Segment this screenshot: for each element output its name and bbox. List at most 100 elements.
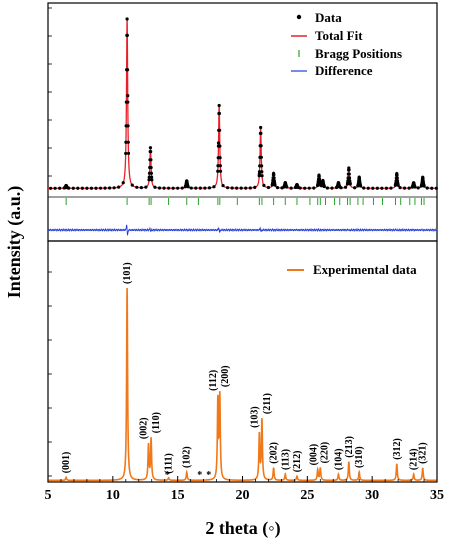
data-point bbox=[259, 131, 263, 135]
data-point bbox=[157, 186, 162, 190]
data-point bbox=[259, 125, 263, 130]
data-point bbox=[216, 164, 220, 168]
peak-label: (112) bbox=[208, 370, 219, 391]
x-tick-label: 10 bbox=[106, 488, 120, 503]
data-point bbox=[218, 164, 222, 168]
data-point bbox=[203, 186, 207, 190]
peak-label: (312) bbox=[392, 438, 403, 460]
data-point bbox=[216, 141, 221, 145]
peak-label: (321) bbox=[418, 442, 429, 464]
data-point bbox=[149, 149, 153, 154]
data-point bbox=[285, 185, 289, 189]
data-point bbox=[148, 146, 153, 150]
panel-frames bbox=[47, 2, 438, 483]
data-point bbox=[112, 186, 116, 190]
data-point bbox=[434, 186, 438, 190]
peak-label: (001) bbox=[61, 452, 72, 474]
data-point bbox=[125, 68, 130, 72]
data-point bbox=[71, 186, 75, 190]
data-point bbox=[85, 186, 89, 190]
legend-experimental-label: Experimental data bbox=[313, 262, 417, 277]
x-tick-label: 25 bbox=[300, 488, 314, 503]
data-point bbox=[218, 156, 222, 160]
peak-label: (110) bbox=[151, 412, 162, 433]
data-point bbox=[325, 186, 330, 190]
data-point bbox=[273, 183, 277, 187]
data-point bbox=[147, 178, 151, 182]
data-point bbox=[125, 33, 129, 37]
data-point bbox=[176, 186, 180, 190]
data-point bbox=[416, 186, 420, 190]
x-tick-label: 35 bbox=[430, 488, 444, 503]
data-point bbox=[248, 186, 252, 190]
data-point bbox=[221, 183, 225, 188]
peak-label: (004) bbox=[309, 444, 320, 466]
data-point bbox=[239, 186, 243, 190]
data-point bbox=[117, 185, 121, 189]
difference-line bbox=[47, 224, 438, 236]
data-point bbox=[402, 186, 407, 190]
x-tick-label: 20 bbox=[236, 488, 250, 503]
peak-label: (113) bbox=[280, 449, 291, 470]
peak-label: (111) bbox=[164, 453, 175, 474]
peak-label: (213) bbox=[344, 436, 355, 458]
x-tick-label: 5 bbox=[45, 488, 52, 503]
data-point bbox=[58, 186, 62, 190]
data-point bbox=[76, 186, 80, 190]
data-point bbox=[198, 186, 202, 190]
data-point bbox=[207, 186, 212, 190]
data-point bbox=[371, 186, 375, 190]
data-point bbox=[375, 186, 379, 190]
data-point bbox=[149, 158, 153, 162]
data-point bbox=[348, 182, 352, 186]
data-point bbox=[395, 176, 399, 180]
legend-data-marker bbox=[296, 14, 302, 20]
data-point bbox=[398, 186, 402, 190]
peak-label: (214) bbox=[409, 448, 420, 470]
data-point bbox=[171, 186, 175, 190]
data-point bbox=[80, 186, 84, 190]
data-point bbox=[244, 186, 248, 190]
data-point bbox=[48, 186, 53, 190]
data-point bbox=[362, 186, 366, 190]
data-point bbox=[162, 186, 166, 190]
data-point bbox=[218, 144, 222, 148]
data-point bbox=[144, 185, 148, 189]
data-point bbox=[230, 186, 234, 190]
data-point bbox=[225, 186, 230, 190]
data-point bbox=[266, 185, 271, 190]
data-point bbox=[317, 177, 322, 181]
data-point bbox=[189, 186, 193, 190]
peak-label: (002) bbox=[139, 417, 150, 439]
data-point bbox=[339, 186, 343, 190]
data-point bbox=[407, 186, 411, 190]
legend-bragg-label: Bragg Positions bbox=[315, 46, 402, 61]
data-point bbox=[126, 140, 130, 144]
data-point bbox=[149, 171, 153, 175]
legend-data-label: Data bbox=[315, 10, 342, 25]
data-point bbox=[135, 185, 139, 189]
data-point bbox=[257, 172, 261, 176]
data-point bbox=[343, 185, 348, 189]
data-point bbox=[303, 186, 307, 190]
data-point bbox=[312, 186, 316, 190]
data-point bbox=[347, 176, 352, 180]
data-point bbox=[94, 186, 98, 190]
data-point bbox=[124, 151, 128, 156]
data-point bbox=[260, 174, 264, 178]
data-point bbox=[212, 185, 216, 189]
peak-label: (212) bbox=[292, 451, 303, 473]
data-point bbox=[126, 124, 130, 128]
peak-label: (310) bbox=[354, 446, 365, 468]
refinement-panel bbox=[47, 17, 438, 236]
data-point bbox=[430, 186, 434, 190]
data-point bbox=[347, 172, 351, 176]
data-point bbox=[330, 186, 334, 190]
peak-label: (103) bbox=[249, 406, 260, 428]
data-point bbox=[180, 186, 184, 190]
data-point bbox=[125, 17, 129, 21]
data-point bbox=[153, 185, 157, 189]
data-point bbox=[149, 165, 153, 170]
refinement-legend: Data Total Fit Bragg Positions Differenc… bbox=[291, 10, 402, 78]
data-point bbox=[262, 183, 266, 187]
